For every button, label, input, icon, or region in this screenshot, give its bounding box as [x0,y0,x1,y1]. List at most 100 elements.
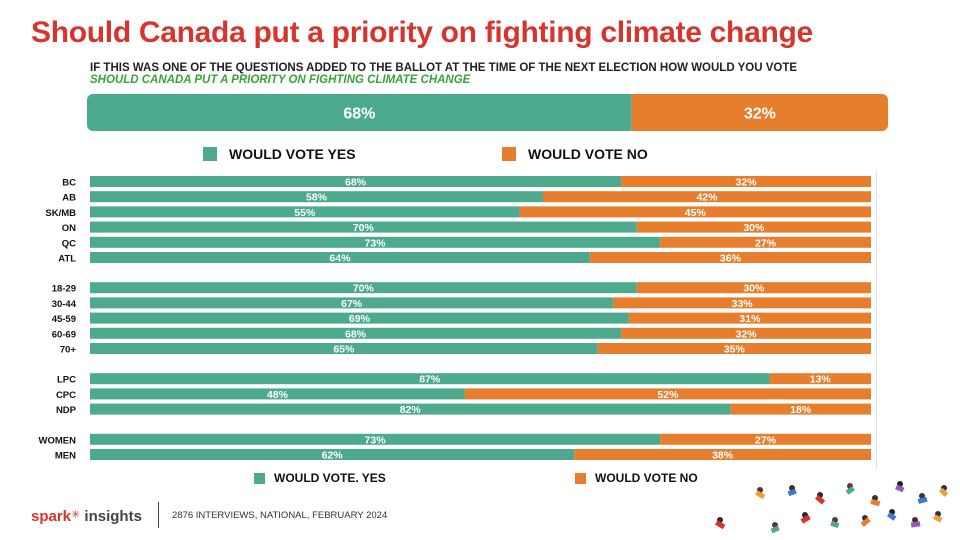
bar-no [628,312,871,324]
bar-label-yes: 68% [345,177,367,189]
bar-label-yes: 87% [419,374,441,386]
legend-top-no: WOULD VOTE NO [502,146,648,162]
legend-bottom-yes-swatch [254,472,265,484]
summary-bar-chart: 68% 32% [87,94,888,131]
category-label: ON [62,223,76,234]
summary-bar-no [631,94,888,131]
bar-yes [90,176,622,187]
bar-label-no: 35% [724,344,746,356]
category-label: 70+ [60,345,77,356]
footer-note: 2876 INTERVIEWS, NATIONAL, FEBRUARY 2024 [172,510,388,521]
bar-label-no: 32% [736,177,758,189]
segment-bar-chart: BC 68% 32% AB 58% 42% SK/MB 55% 45% ON 70% 30% QC 73%… [39,176,871,462]
bar-yes [90,403,731,415]
summary-label-no: 32% [744,106,776,123]
bar-label-yes: 58% [306,192,328,204]
legend-bottom-no: WOULD VOTE NO [575,471,698,485]
category-label: 45-59 [52,314,76,325]
brand-logo-part2: insights [84,508,142,525]
bar-label-no: 13% [810,374,832,386]
bar-label-yes: 64% [329,253,351,265]
summary-label-yes: 68% [343,106,375,123]
legend-bottom-yes-label: WOULD VOTE. YES [274,471,386,485]
category-label: 60-69 [52,329,76,340]
bar-yes [90,433,661,445]
bar-no [621,327,871,339]
bar-label-yes: 65% [333,344,355,356]
bar-label-yes: 70% [353,283,375,295]
brand-logo-part1: spark [31,508,72,525]
bar-label-no: 27% [755,434,777,446]
bar-label-no: 52% [657,389,679,401]
bar-label-yes: 73% [365,237,387,249]
legend-bottom-no-label: WOULD VOTE NO [595,471,698,485]
category-label: WOMEN [39,435,77,446]
bar-yes [90,449,575,460]
bar-yes [90,221,637,233]
bar-label-yes: 68% [345,328,367,340]
page-title: Should Canada put a priority on fighting… [31,16,813,49]
bar-yes [90,388,465,400]
bar-yes [90,252,590,263]
bar-no [621,176,871,187]
brand-logo: spark✳ insights [31,508,142,525]
bar-label-no: 18% [790,404,812,416]
legend-top-yes: WOULD VOTE YES [203,146,356,162]
bar-yes [90,236,661,248]
bar-yes [90,312,629,324]
bar-yes [90,297,614,309]
bar-yes [90,282,637,294]
bar-label-no: 30% [743,283,765,295]
bar-no [464,388,871,400]
bar-label-yes: 48% [267,389,289,401]
bar-no [636,221,871,233]
bar-no [597,343,871,354]
category-label: AB [62,193,76,204]
category-label: LPC [57,375,76,386]
bar-label-yes: 82% [400,404,422,416]
question-subtext: SHOULD CANADA PUT A PRIORITY ON FIGHTING… [90,74,471,86]
bar-no [519,206,871,218]
bar-label-yes: 73% [365,434,387,446]
bar-no [730,403,871,415]
category-label: 18-29 [52,284,76,295]
bar-yes [90,373,770,385]
bar-no [636,282,871,294]
bar-yes [90,327,622,339]
legend-yes-label: WOULD VOTE YES [229,146,356,162]
legend-yes-swatch [203,147,217,161]
bar-label-no: 42% [696,192,718,204]
bar-label-no: 36% [720,253,742,265]
category-label: MEN [55,451,76,462]
bar-label-no: 27% [755,237,777,249]
bar-no [769,373,871,385]
category-label: CPC [56,390,76,401]
divider-line [876,170,877,470]
bar-no [660,433,871,445]
legend-no-swatch [502,147,516,161]
bar-label-yes: 62% [322,450,344,462]
legend-bottom-no-swatch [575,472,586,484]
bar-label-no: 32% [736,328,758,340]
bar-label-yes: 67% [341,298,363,310]
legend-bottom-yes: WOULD VOTE. YES [254,471,386,485]
category-label: QC [62,238,76,249]
bar-label-yes: 55% [294,207,316,219]
bar-no [660,236,871,248]
bar-no [542,191,871,203]
bar-label-no: 31% [739,313,761,325]
brand-star-icon: ✳ [71,509,81,521]
footer-separator [158,502,159,528]
category-label: NDP [56,405,77,416]
bar-label-yes: 69% [349,313,371,325]
category-label: BC [62,178,76,189]
category-label: ATL [58,254,76,265]
bar-no [589,252,871,263]
bar-label-no: 30% [743,222,765,234]
bar-label-no: 33% [732,298,754,310]
bar-yes [90,343,598,354]
bar-no [574,449,871,460]
people-icons [715,481,949,534]
bar-yes [90,191,543,203]
question-text: IF THIS WAS ONE OF THE QUESTIONS ADDED T… [90,62,798,74]
